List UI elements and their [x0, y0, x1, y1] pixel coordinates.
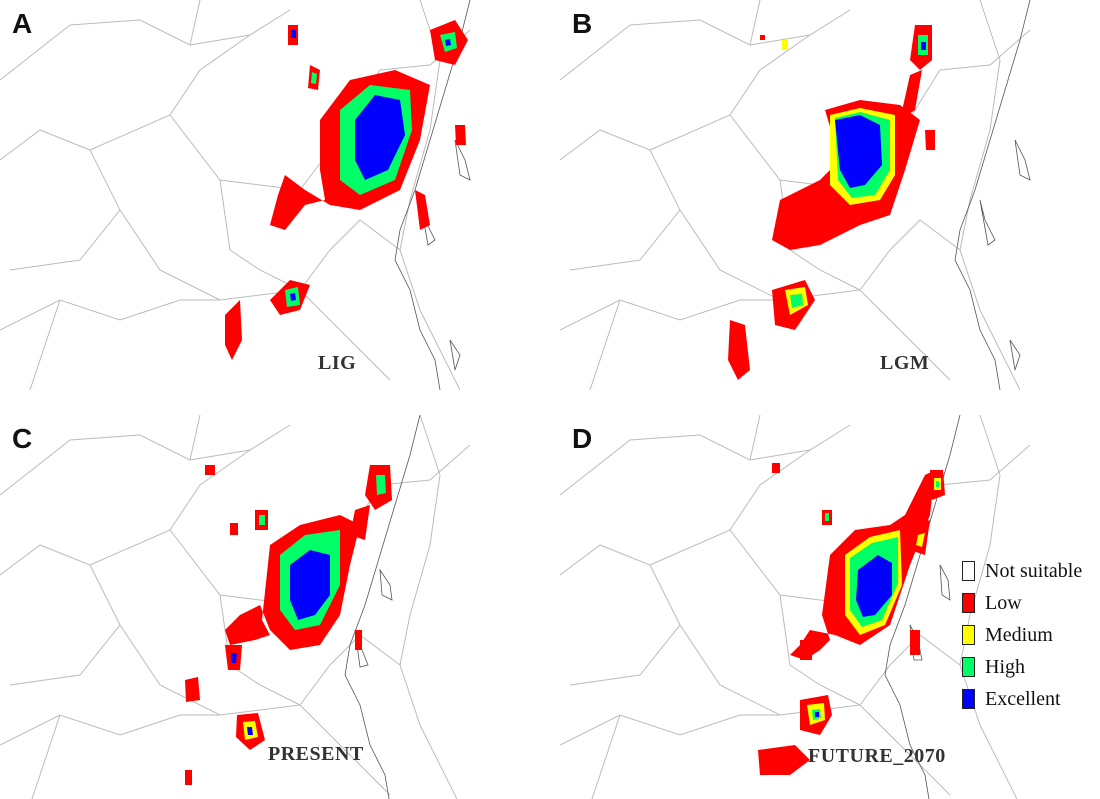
suitability-zones: [225, 20, 468, 360]
legend-item-medium: Medium: [962, 619, 1100, 651]
map-panel-future-2070: D FUTURE_2070: [560, 415, 1100, 799]
suitability-zones: [758, 463, 945, 775]
map-future-2070: [560, 415, 1031, 799]
coastline: [954, 0, 1031, 390]
period-label: FUTURE_2070: [808, 745, 946, 767]
boundary-lines: [0, 0, 471, 390]
suitability-zones: [185, 465, 392, 785]
panel-letter: D: [572, 423, 593, 454]
suitability-zones: [728, 25, 935, 380]
map-legend: Not suitable Low Medium High Excellent: [962, 555, 1100, 715]
period-label: LGM: [880, 352, 930, 374]
map-panel-lig: A LIG: [0, 0, 540, 390]
boundary-lines: [0, 415, 471, 799]
boundary-lines: [560, 0, 1031, 390]
legend-swatch: [962, 625, 975, 645]
legend-swatch: [962, 561, 975, 581]
panel-letter: B: [572, 8, 593, 39]
period-label: LIG: [318, 352, 357, 374]
map-panel-present: C PRESENT: [0, 415, 540, 799]
legend-item-not-suitable: Not suitable: [962, 555, 1100, 587]
legend-label: Excellent: [985, 687, 1061, 710]
legend-item-excellent: Excellent: [962, 683, 1100, 715]
legend-label: High: [985, 655, 1025, 678]
map-panel-lgm: B LGM: [560, 0, 1100, 390]
legend-swatch: [962, 657, 975, 677]
map-present: [0, 415, 471, 799]
panel-letter: C: [12, 423, 33, 454]
panel-letter: A: [12, 8, 33, 39]
coastline: [394, 0, 471, 390]
boundary-lines: [560, 415, 1031, 799]
map-lgm: [560, 0, 1031, 390]
legend-swatch: [962, 593, 975, 613]
legend-label: Medium: [985, 623, 1053, 646]
legend-label: Not suitable: [985, 559, 1083, 582]
legend-item-low: Low: [962, 587, 1100, 619]
legend-item-high: High: [962, 651, 1100, 683]
legend-label: Low: [985, 591, 1022, 614]
legend-swatch: [962, 689, 975, 709]
map-lig: [0, 0, 471, 390]
period-label: PRESENT: [268, 743, 364, 765]
